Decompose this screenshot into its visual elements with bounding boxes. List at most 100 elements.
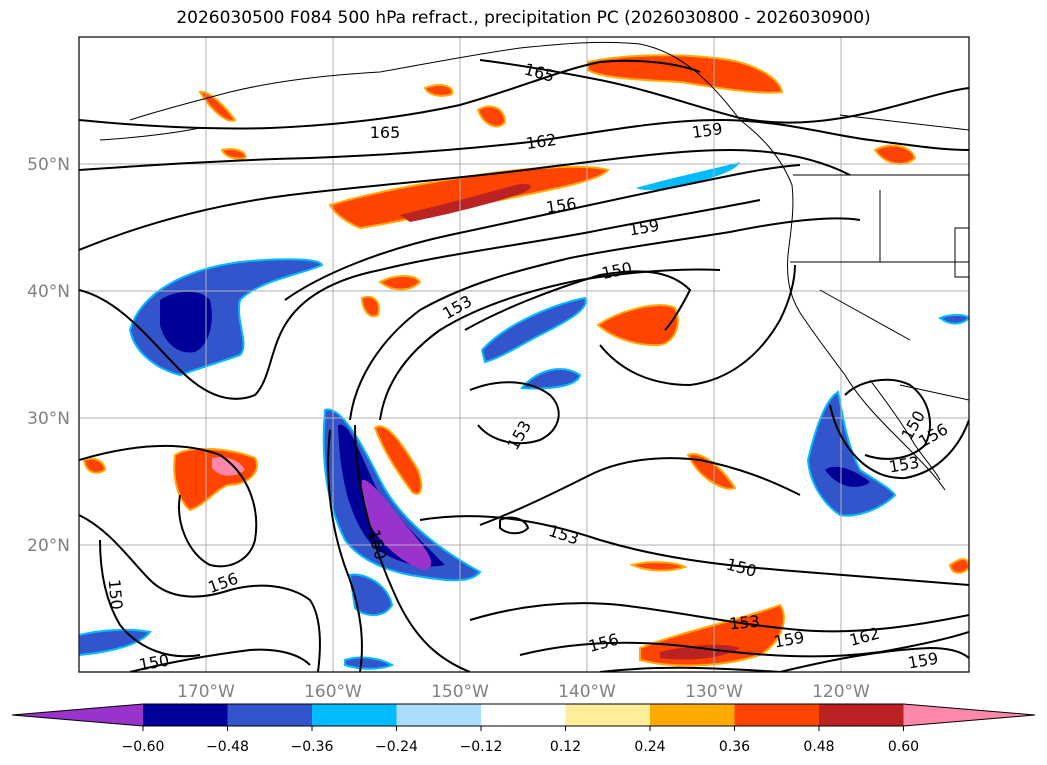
coast-baja [869, 379, 941, 481]
precip-spot-5 [360, 295, 380, 318]
longitude-label: 150°W [431, 682, 489, 702]
contour-label: 156 [206, 569, 241, 597]
precip-south-band-core [660, 644, 740, 660]
colorbar-segment [396, 704, 482, 726]
map-title: 2026030500 F084 500 hPa refract., precip… [176, 8, 871, 28]
contour-165-upper [479, 59, 969, 124]
precip-neg-east-spot [938, 314, 969, 325]
colorbar-segment [565, 704, 651, 726]
colorbar-tick-label: 0.48 [803, 739, 834, 755]
colorbar-ticks: −0.60 −0.48 −0.36 −0.24 −0.12 0.12 0.24 0.36 0.4… [122, 726, 919, 755]
precip-south-spot [629, 561, 688, 572]
precip-neg-band-central [480, 296, 587, 364]
longitude-label: 120°W [812, 682, 870, 702]
contour-label: 153 [546, 521, 581, 549]
contour-150-mid [599, 264, 796, 387]
longitude-label: 140°W [558, 682, 616, 702]
border-state-2 [839, 114, 969, 131]
colorbar-tick-label: 0.24 [634, 739, 665, 755]
contour-label: 150 [600, 258, 634, 283]
precip-neg-baja [806, 390, 897, 517]
latitude-label: 40°N [27, 282, 70, 302]
contour-label: 162 [847, 624, 881, 650]
colorbar-segment [143, 704, 228, 726]
colorbar: −0.60 −0.48 −0.36 −0.24 −0.12 0.12 0.24 0.36 0.4… [11, 703, 1036, 755]
contour-156-south [469, 602, 969, 633]
precip-neg-west-low [128, 258, 324, 377]
refractivity-contours [79, 59, 969, 672]
contour-153-inner [379, 268, 721, 421]
border-state-5 [819, 289, 911, 341]
precip-gulf-small [476, 105, 507, 128]
coast-aleutians [99, 127, 201, 141]
longitude-label: 130°W [685, 682, 743, 702]
coastlines [99, 41, 969, 491]
colorbar-segment [312, 704, 397, 726]
contour-label: 159 [627, 216, 660, 240]
contour-162-south [599, 666, 781, 672]
contour-label: 159 [691, 119, 724, 142]
contour-150-upper [464, 270, 692, 331]
precip-canada-coast [873, 144, 917, 165]
precip-neg-west-edge [79, 628, 152, 657]
colorbar-extend-high [903, 704, 1035, 726]
latitude-label: 20°N [27, 536, 70, 556]
contour-label: 150 [724, 555, 758, 581]
colorbar-tick-label: −0.36 [291, 739, 334, 755]
contour-label: 165 [370, 123, 401, 142]
precip-west-spot [82, 457, 107, 474]
contour-trough [327, 429, 363, 672]
contour-162 [79, 118, 969, 171]
longitude-label: 170°W [177, 682, 235, 702]
contour-153-south [479, 457, 801, 526]
contour-trough-2 [354, 424, 471, 672]
precip-neg-trough-purple [361, 479, 432, 570]
contour-west-ring [79, 444, 258, 568]
contour-label: 162 [525, 130, 558, 153]
precip-neg-spot-central [519, 368, 582, 390]
contour-label: 153 [439, 291, 475, 323]
contour-159-far-south [779, 646, 969, 672]
precip-spot-3 [220, 148, 247, 160]
contour-label: 153 [503, 417, 535, 453]
colorbar-segments [11, 703, 1036, 727]
contour-165-north [79, 59, 701, 130]
contour-159-north [79, 148, 851, 251]
contour-baja-ring [844, 378, 931, 460]
contour-label: 156 [586, 630, 620, 656]
colorbar-tick-label: −0.48 [206, 739, 249, 755]
colorbar-segment [227, 704, 313, 726]
latitude-label: 50°N [27, 155, 70, 175]
precipitation-fill-layer [79, 54, 969, 670]
precip-spot-2 [198, 90, 237, 122]
longitude-label: 160°W [304, 682, 362, 702]
contour-label: 150 [105, 578, 127, 610]
border-state-4 [954, 227, 969, 278]
colorbar-segment [650, 704, 735, 726]
contour-label: 153 [887, 453, 920, 477]
colorbar-extend-low [12, 704, 143, 726]
colorbar-segment [481, 704, 566, 726]
colorbar-tick-label: 0.12 [550, 739, 581, 755]
precip-band-north-core [400, 184, 532, 222]
contour-150-bottom [129, 648, 311, 672]
contour-label: 156 [545, 194, 578, 217]
contour-159-south [519, 631, 969, 658]
precip-neg-trough-navy [338, 424, 445, 567]
contour-159-mid [79, 199, 761, 400]
latitude-labels: 50°N 40°N 30°N 20°N [27, 155, 70, 556]
longitude-labels: 170°W 160°W 150°W 140°W 130°W 120°W [177, 682, 870, 702]
colorbar-tick-label: −0.24 [375, 739, 418, 755]
contour-label: 150 [137, 651, 170, 675]
map-border [78, 36, 970, 673]
contour-150-west [99, 539, 201, 658]
precip-central [596, 304, 679, 347]
border-us-mexico [899, 384, 969, 401]
precip-neg-sw-spot [344, 656, 395, 670]
contour-label: 153 [728, 612, 760, 634]
coast-alaska [129, 41, 793, 186]
precip-central-small [686, 453, 737, 490]
contour-label: 159 [906, 649, 939, 673]
contour-label: 165 [522, 60, 556, 86]
precip-trough-side [373, 425, 423, 495]
